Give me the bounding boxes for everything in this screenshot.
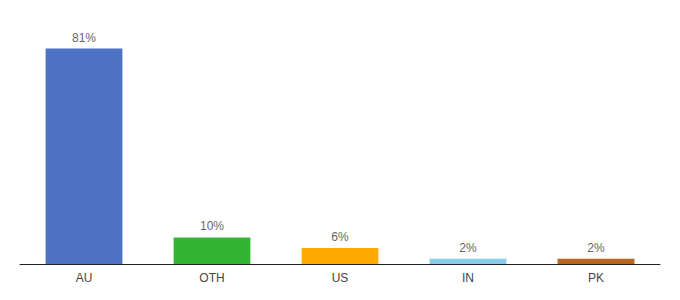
- svg-text:2%: 2%: [459, 241, 477, 255]
- svg-text:2%: 2%: [587, 241, 605, 255]
- svg-text:10%: 10%: [200, 219, 224, 233]
- svg-text:US: US: [332, 271, 349, 285]
- svg-text:81%: 81%: [72, 31, 96, 45]
- svg-text:IN: IN: [462, 271, 474, 285]
- svg-text:PK: PK: [588, 271, 604, 285]
- svg-text:6%: 6%: [331, 230, 349, 244]
- svg-text:OTH: OTH: [199, 271, 224, 285]
- svg-text:AU: AU: [76, 271, 93, 285]
